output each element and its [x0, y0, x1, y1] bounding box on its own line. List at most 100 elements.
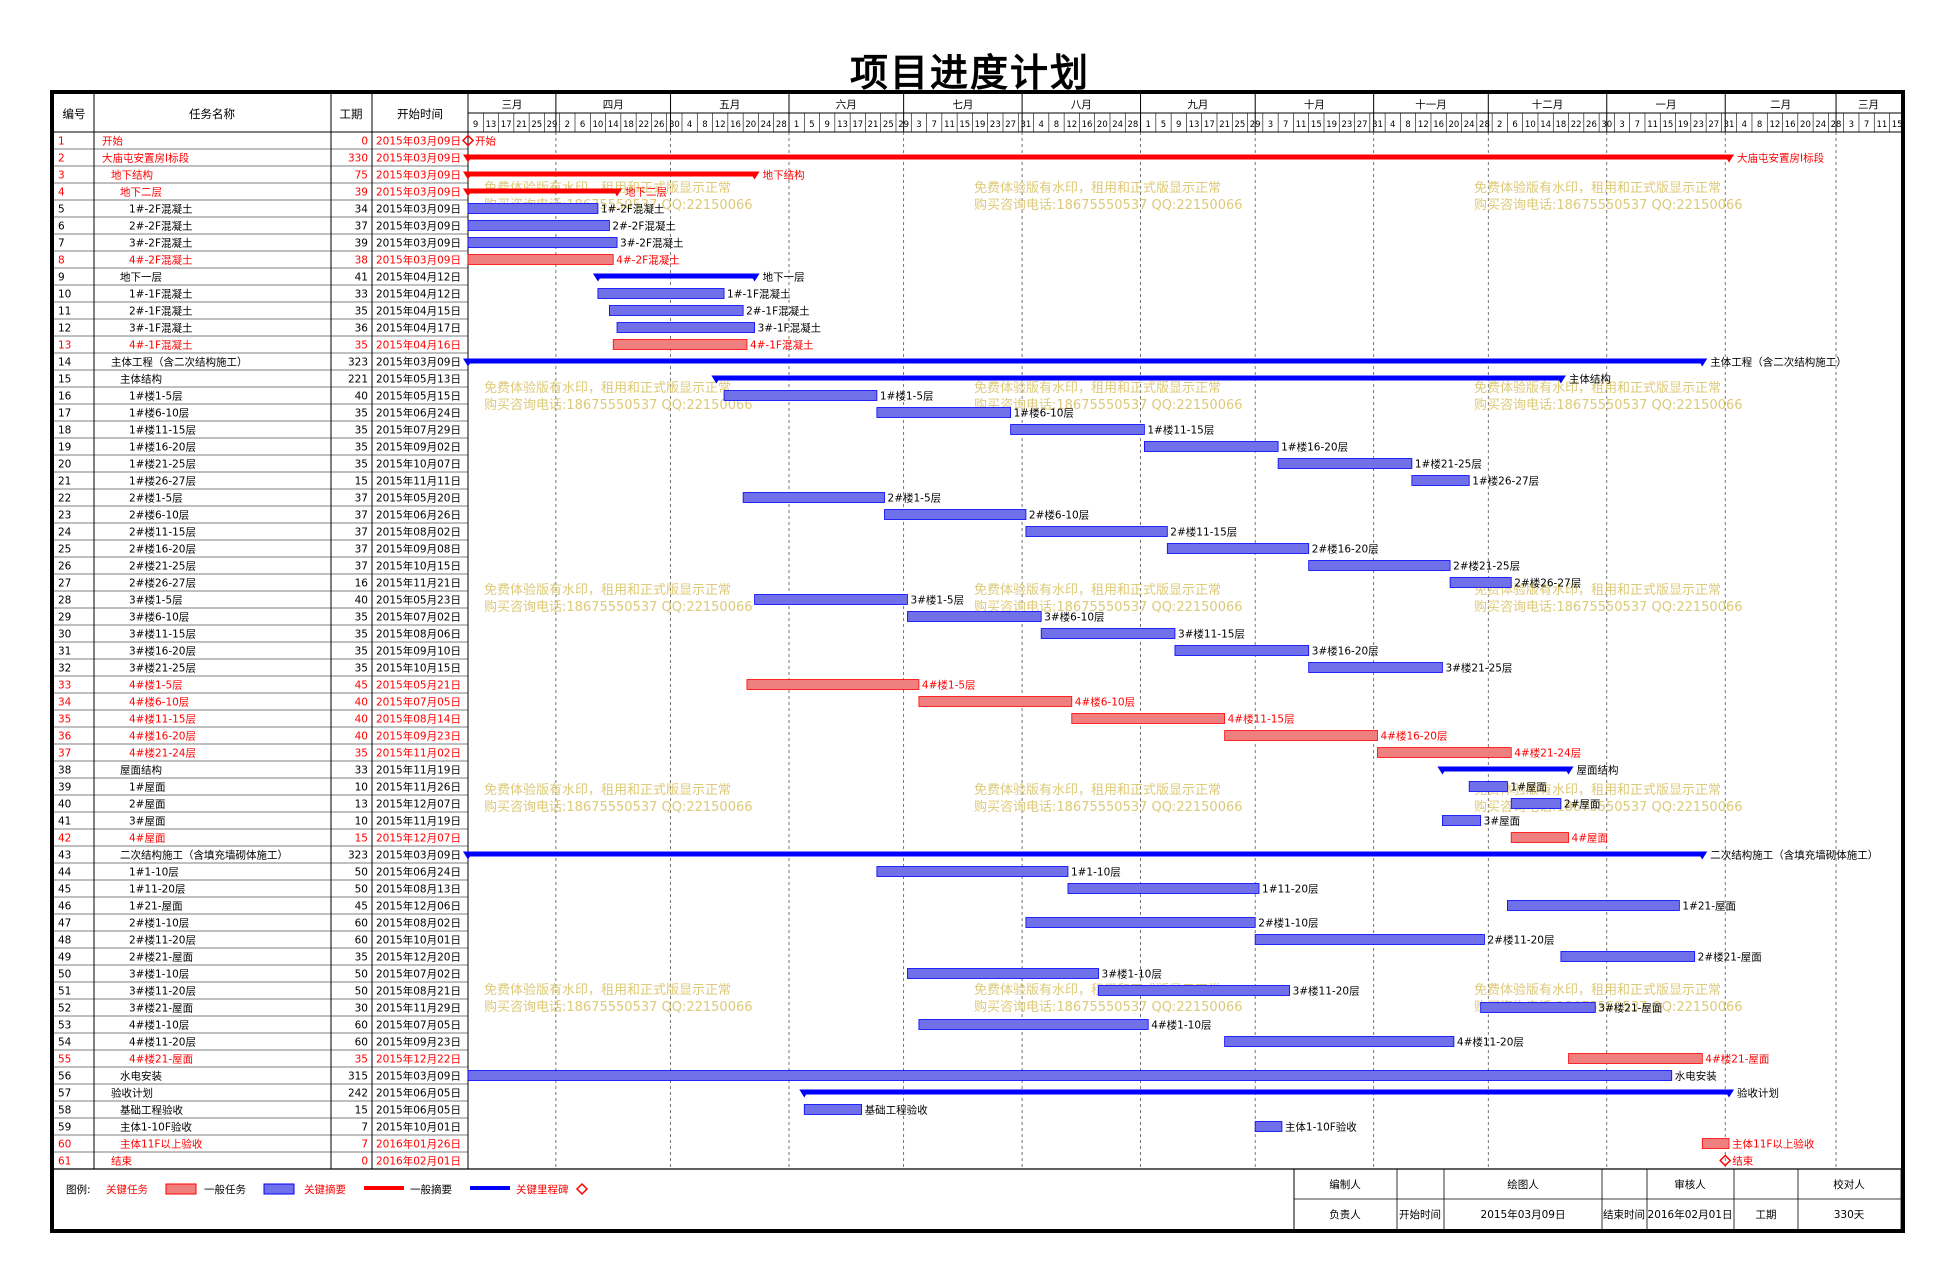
task-bar-label: 1#楼6-10层: [1014, 407, 1074, 420]
task-id: 38: [58, 765, 71, 777]
task-bar-label: 主体1-10F验收: [1285, 1121, 1357, 1134]
task-start: 2015年06月24日: [376, 866, 461, 879]
page-title: 项目进度计划: [849, 51, 1090, 95]
day-label: 5: [809, 120, 814, 130]
day-label: 9: [824, 120, 829, 130]
month-label: 三月: [1858, 99, 1879, 111]
watermark-line1: 免费体验版有水印，租用和正式版显示正常: [484, 582, 731, 598]
summary-label: 地下一层: [763, 271, 805, 284]
task-start: 2015年09月23日: [376, 1036, 461, 1049]
task-duration: 50: [355, 884, 368, 896]
task-id: 35: [58, 714, 71, 726]
milestone-marker: [1719, 1154, 1732, 1167]
watermark-line1: 免费体验版有水印，租用和正式版显示正常: [974, 582, 1221, 598]
milestone-marker: [461, 134, 475, 147]
task-start: 2015年11月19日: [376, 815, 461, 828]
watermark-line2: 购买咨询电话:18675550537 QQ:22150066: [484, 799, 753, 815]
task-id: 2: [58, 153, 65, 165]
task-bar: [918, 1019, 1149, 1030]
task-start: 2015年03月09日: [376, 203, 461, 216]
task-start: 2015年04月15日: [376, 305, 461, 318]
task-id: 36: [58, 731, 72, 743]
task-duration: 35: [355, 748, 368, 760]
task-bar: [467, 254, 614, 265]
summary-end-cap: [1555, 375, 1566, 384]
day-label: 8: [1757, 120, 1762, 130]
task-id: 55: [58, 1054, 71, 1066]
task-name: 3#-2F混凝土: [129, 237, 193, 250]
task-start: 2015年03月09日: [376, 356, 461, 369]
task-name: 3#楼16-20层: [129, 645, 196, 658]
watermark-line2: 购买咨询电话:18675550537 QQ:22150066: [974, 999, 1243, 1015]
summary-bar: [468, 188, 618, 194]
watermark-line1: 免费体验版有水印，租用和正式版显示正常: [1474, 982, 1721, 998]
task-start: 2015年06月24日: [376, 407, 461, 420]
legend-normal-task-swatch: [263, 1183, 295, 1195]
task-name: 4#楼21-屋面: [129, 1053, 193, 1066]
task-bar-label: 1#楼11-15层: [1147, 424, 1214, 437]
task-name: 3#楼1-5层: [129, 594, 183, 607]
watermark-line1: 免费体验版有水印，租用和正式版显示正常: [1474, 380, 1721, 396]
task-start: 2015年12月22日: [376, 1053, 461, 1066]
day-label: 7: [931, 120, 936, 130]
task-bar-label: 2#-2F混凝土: [612, 220, 676, 233]
task-name: 4#楼11-20层: [129, 1036, 196, 1049]
task-name: 2#楼21-25层: [129, 560, 196, 573]
task-bar: [907, 611, 1042, 622]
task-name: 地下一层: [120, 271, 162, 284]
task-bar: [1143, 441, 1279, 452]
day-label: 25: [531, 120, 542, 130]
task-bar: [1254, 934, 1485, 945]
task-duration: 30: [355, 1003, 368, 1015]
task-name: 3#屋面: [129, 816, 165, 828]
task-duration: 37: [355, 527, 368, 539]
task-id: 48: [58, 935, 71, 947]
task-bar-label: 4#楼1-10层: [1151, 1019, 1211, 1032]
day-label: 24: [1464, 120, 1475, 130]
month-label: 十一月: [1415, 98, 1447, 111]
day-label: 31: [1372, 120, 1383, 130]
task-bar: [1377, 747, 1512, 758]
task-id: 41: [58, 816, 71, 828]
task-start: 2015年04月16日: [376, 339, 461, 352]
task-name: 结束: [111, 1155, 132, 1168]
day-label: 28: [1479, 120, 1490, 130]
task-name: 主体结构: [120, 373, 162, 386]
task-start: 2015年09月02日: [376, 441, 461, 454]
summary-bar: [468, 154, 1730, 160]
task-name: 主体工程（含二次结构施工）: [111, 356, 248, 369]
task-id: 47: [58, 918, 71, 930]
summary-label: 地下结构: [763, 169, 805, 182]
task-bar-label: 3#-1F混凝土: [758, 322, 822, 335]
task-duration: 15: [355, 476, 368, 488]
day-label: 27: [1357, 120, 1368, 130]
task-bar-label: 2#楼11-15层: [1170, 526, 1237, 539]
task-name: 地下结构: [111, 169, 153, 182]
task-bar: [1010, 424, 1145, 435]
task-bar-label: 2#屋面: [1564, 799, 1600, 811]
watermark-line2: 购买咨询电话:18675550537 QQ:22150066: [974, 397, 1243, 413]
task-duration: 35: [355, 952, 368, 964]
task-name: 1#楼21-25层: [129, 458, 196, 471]
task-bar-label: 2#楼11-20层: [1487, 934, 1554, 947]
task-id: 56: [58, 1071, 72, 1083]
task-bar: [918, 696, 1073, 707]
task-id: 12: [58, 323, 71, 335]
task-name: 3#楼1-10层: [129, 968, 189, 981]
day-label: 23: [1341, 120, 1352, 130]
task-id: 61: [58, 1156, 71, 1168]
footer-owner: 负责人: [1329, 1208, 1361, 1221]
day-label: 15: [1892, 120, 1901, 130]
task-duration: 37: [355, 544, 368, 556]
task-id: 5: [58, 204, 65, 216]
month-label: 七月: [952, 99, 973, 111]
task-start: 2015年03月09日: [376, 220, 461, 233]
legend-label: 图例:: [66, 1183, 91, 1196]
task-bar-label: 4#-2F混凝土: [616, 254, 680, 267]
task-id: 34: [58, 697, 72, 709]
day-label: 15: [1311, 120, 1322, 130]
task-start: 2015年06月05日: [376, 1087, 461, 1100]
day-label: 27: [1005, 120, 1016, 130]
task-name: 3#楼21-25层: [129, 662, 196, 675]
task-id: 39: [58, 782, 71, 794]
